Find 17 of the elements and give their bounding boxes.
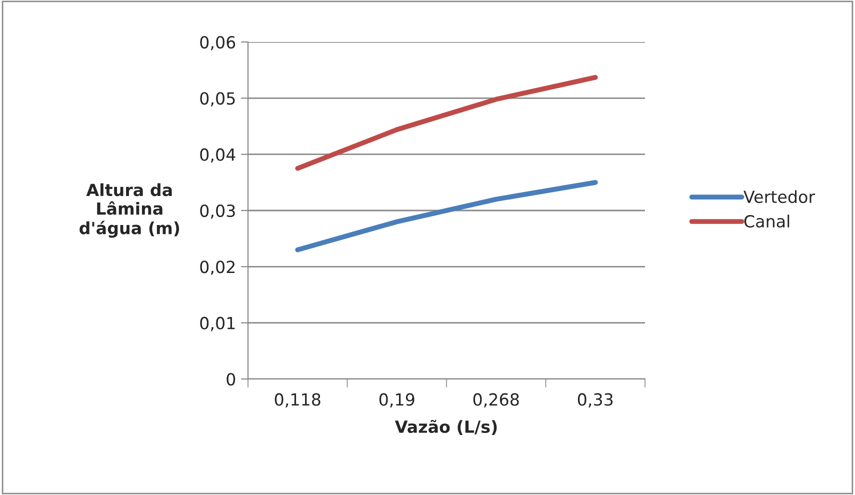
x-tick-label: 0,33 <box>578 393 613 408</box>
y-tick-label: 0,03 <box>200 204 235 219</box>
line-series <box>295 74 598 171</box>
y-tick-label: 0 <box>226 372 236 386</box>
y-axis-title: Altura da Lâmina d'água (m) <box>80 183 180 238</box>
x-tick-label: 0,19 <box>379 393 414 408</box>
legend-label: Vertedor <box>744 190 816 204</box>
legend-label: Canal <box>744 214 790 228</box>
y-tick-label: 0,01 <box>200 316 235 332</box>
line-series <box>295 180 598 252</box>
y-tick-label: 0,02 <box>200 260 235 275</box>
x-tick-label: 0,268 <box>473 393 519 408</box>
y-tick-label: 0,04 <box>200 148 236 163</box>
y-tick-label: 0,06 <box>200 36 236 50</box>
y-tick-label: 0,05 <box>200 92 235 106</box>
x-axis-title: Vazão (L/s) <box>394 420 497 435</box>
x-tick-label: 0,118 <box>274 393 320 408</box>
